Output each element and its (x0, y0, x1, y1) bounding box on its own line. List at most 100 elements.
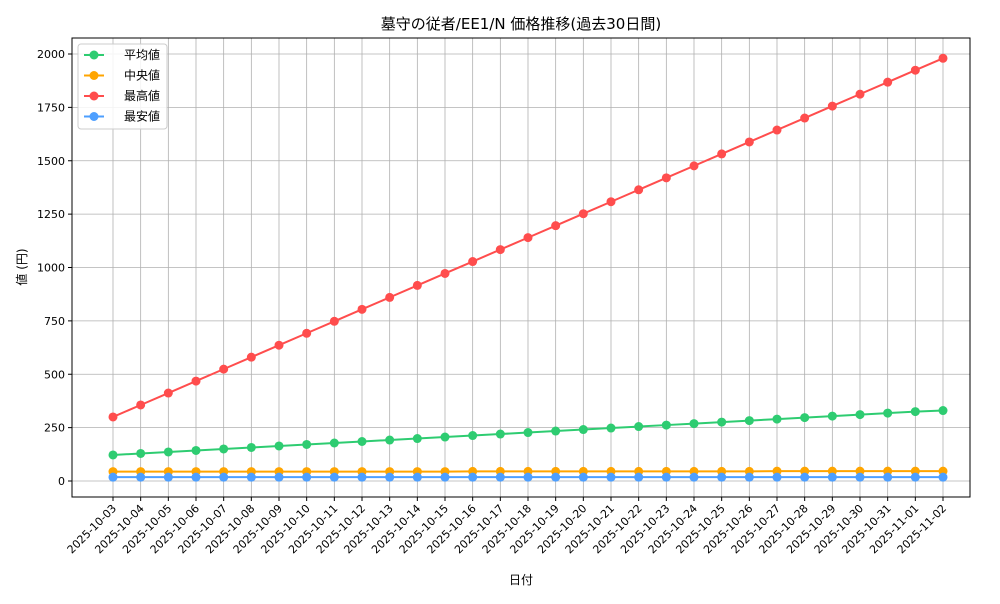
data-point (717, 149, 726, 158)
data-point (551, 427, 560, 436)
data-point (413, 473, 422, 482)
data-point (302, 329, 311, 338)
data-point (413, 434, 422, 443)
data-point (828, 102, 837, 111)
y-tick-label: 250 (44, 422, 65, 435)
legend-marker (90, 51, 99, 60)
data-point (247, 443, 256, 452)
data-point (579, 209, 588, 218)
data-point (939, 473, 948, 482)
data-point (109, 412, 118, 421)
data-point (496, 245, 505, 254)
data-point (579, 425, 588, 434)
data-point (385, 473, 394, 482)
legend-label: 平均値 (124, 47, 160, 62)
data-point (634, 422, 643, 431)
data-point (690, 473, 699, 482)
y-tick-label: 2000 (37, 48, 65, 61)
data-point (358, 473, 367, 482)
data-point (219, 473, 228, 482)
data-point (164, 389, 173, 398)
data-point (468, 473, 477, 482)
data-point (330, 317, 339, 326)
data-point (136, 400, 145, 409)
data-point (219, 365, 228, 374)
data-point (413, 281, 422, 290)
data-point (330, 438, 339, 447)
data-point (496, 430, 505, 439)
data-point (109, 473, 118, 482)
y-axis-label: 値 (円) (14, 248, 29, 285)
data-point (856, 90, 865, 99)
data-point (524, 473, 533, 482)
data-point (828, 412, 837, 421)
data-point (607, 424, 616, 433)
data-point (883, 473, 892, 482)
data-point (745, 473, 754, 482)
y-tick-label: 500 (44, 368, 65, 381)
data-point (634, 473, 643, 482)
data-point (690, 161, 699, 170)
data-point (607, 197, 616, 206)
data-point (468, 431, 477, 440)
data-point (551, 221, 560, 230)
data-point (662, 473, 671, 482)
data-point (883, 409, 892, 418)
legend-marker (90, 112, 99, 121)
data-point (745, 137, 754, 146)
data-point (911, 473, 920, 482)
legend-marker (90, 71, 99, 80)
data-point (385, 436, 394, 445)
data-point (634, 185, 643, 194)
legend-label: 最安値 (124, 109, 160, 124)
legend-label: 最高値 (124, 88, 160, 103)
legend-label: 中央値 (124, 68, 160, 83)
data-point (441, 433, 450, 442)
data-point (164, 447, 173, 456)
data-point (136, 449, 145, 458)
data-point (468, 257, 477, 266)
series-3 (109, 473, 948, 482)
data-point (192, 446, 201, 455)
data-point (939, 406, 948, 415)
data-point (109, 450, 118, 459)
data-point (662, 173, 671, 182)
y-tick-label: 1500 (37, 155, 65, 168)
data-point (247, 353, 256, 362)
data-point (800, 413, 809, 422)
data-point (358, 437, 367, 446)
data-point (275, 341, 284, 350)
axes: 2025-10-032025-10-042025-10-052025-10-06… (37, 48, 949, 556)
data-point (441, 473, 450, 482)
data-point (800, 114, 809, 123)
data-point (524, 233, 533, 242)
data-point (773, 473, 782, 482)
data-point (856, 410, 865, 419)
data-point (524, 428, 533, 437)
data-point (192, 473, 201, 482)
data-point (192, 377, 201, 386)
data-point (275, 441, 284, 450)
data-point (856, 473, 865, 482)
y-tick-label: 1250 (37, 208, 65, 221)
data-point (883, 78, 892, 87)
data-point (136, 473, 145, 482)
data-point (164, 473, 173, 482)
y-tick-label: 1000 (37, 262, 65, 275)
data-point (939, 54, 948, 63)
data-point (551, 473, 560, 482)
data-point (911, 407, 920, 416)
y-tick-label: 1750 (37, 101, 65, 114)
data-point (441, 269, 450, 278)
data-point (800, 473, 809, 482)
data-point (275, 473, 284, 482)
data-point (385, 293, 394, 302)
data-point (717, 418, 726, 427)
data-point (828, 473, 837, 482)
data-point (607, 473, 616, 482)
data-point (773, 126, 782, 135)
legend-marker (90, 92, 99, 101)
data-point (330, 473, 339, 482)
